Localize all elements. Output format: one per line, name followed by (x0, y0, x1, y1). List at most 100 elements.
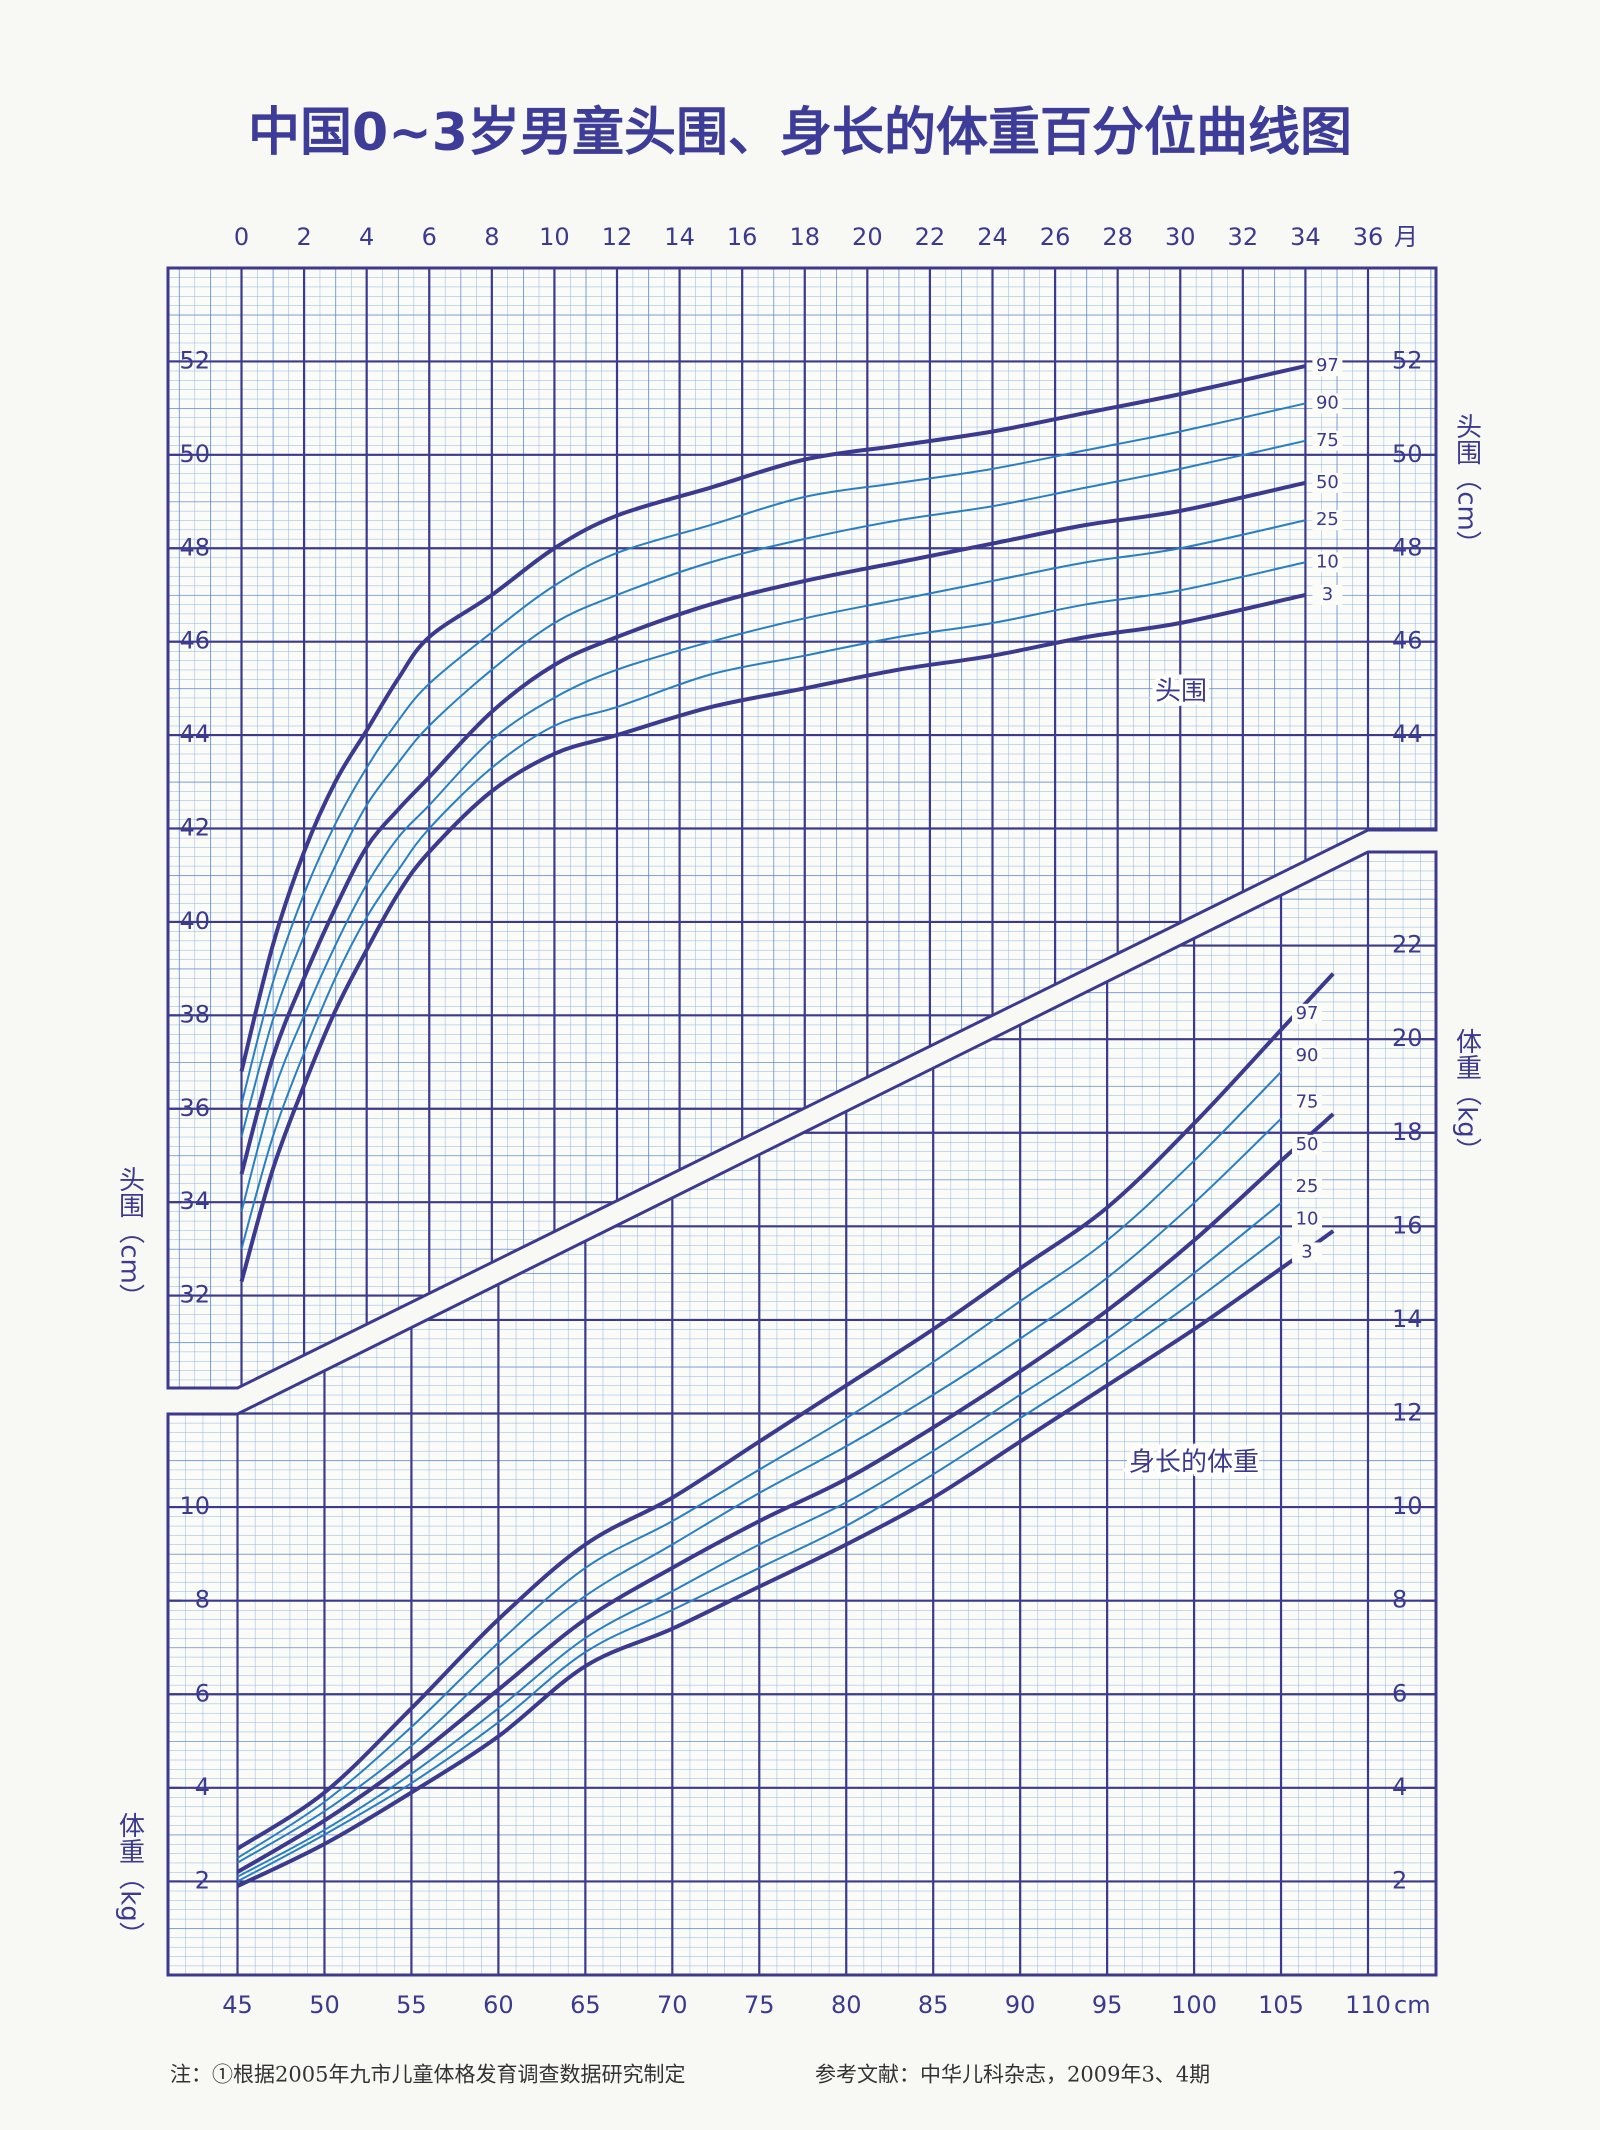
curve-label-bg (1292, 1045, 1323, 1066)
y-tick-label: 40 (179, 907, 210, 935)
chart-frame (166, 850, 1438, 1977)
percentile-curve (237, 1202, 1282, 1878)
chart-frame (166, 266, 1438, 1390)
annotation: 身长的体重 (1129, 1448, 1259, 1478)
y-tick-label: 34 (179, 1187, 210, 1215)
x-tick-label: 6 (422, 223, 437, 251)
y-axis-label: 头围（cm） (115, 1166, 145, 1310)
annotation: 头围 (1155, 677, 1207, 707)
curve-label: 50 (1296, 1134, 1319, 1155)
y-tick-label: 14 (1392, 1305, 1423, 1333)
y-tick-label: 22 (1392, 931, 1423, 959)
curve-label: 97 (1296, 1003, 1319, 1024)
curve-label-bg (1312, 510, 1343, 531)
x-tick-label: 20 (852, 223, 883, 251)
y-tick-label: 46 (1392, 627, 1423, 655)
x-tick-label: 10 (539, 223, 570, 251)
y-tick-label: 42 (179, 814, 210, 842)
y-tick-label: 52 (1392, 346, 1423, 374)
x-tick-label: 32 (1228, 223, 1259, 251)
y-tick-label: 2 (1392, 1866, 1407, 1894)
y-axis-label: 体重（kg） (1452, 1028, 1482, 1164)
y-axis-label: 体重（kg） (115, 1812, 145, 1948)
y-tick-label: 32 (179, 1281, 210, 1309)
reference: 参考文献：中华儿科杂志，2009年3、4期 (815, 2063, 1210, 2087)
y-tick-label: 8 (195, 1586, 210, 1614)
x-tick-label: 105 (1258, 1991, 1304, 2019)
footnote: 注：①根据2005年九市儿童体格发育调查数据研究制定 (170, 2063, 685, 2087)
curve-label-bg (1312, 584, 1343, 605)
y-tick-label: 52 (179, 346, 210, 374)
y-tick-label: 36 (179, 1094, 210, 1122)
y-tick-label: 4 (1392, 1773, 1407, 1801)
x-tick-label: 8 (484, 223, 499, 251)
percentile-curve (236, 972, 1335, 1851)
page-title: 中国0~3岁男童头围、身长的体重百分位曲线图 (248, 103, 1352, 163)
percentile-curve (236, 1112, 1335, 1874)
y-tick-label: 44 (179, 720, 210, 748)
y-tick-label: 50 (179, 440, 210, 468)
curve-label-bg (1292, 1003, 1323, 1024)
x-tick-label: 4 (359, 223, 374, 251)
curve-label-bg (1312, 552, 1343, 573)
x-tick-label: 80 (831, 1991, 862, 2019)
x-tick-label: 28 (1102, 223, 1133, 251)
percentile-curve (237, 1234, 1282, 1883)
curve-label-bg (1292, 1134, 1323, 1155)
x-tick-label: 55 (396, 1991, 427, 2019)
curve-label: 97 (1316, 355, 1339, 376)
percentile-curve (240, 402, 1306, 1105)
percentile-curve (236, 1117, 1282, 1864)
x-tick-label: 100 (1171, 1991, 1217, 2019)
curve-label: 3 (1322, 584, 1333, 605)
curve-label-bg (1292, 1092, 1323, 1113)
x-tick-label: 22 (915, 223, 946, 251)
percentile-curve (240, 439, 1306, 1138)
y-tick-label: 18 (1392, 1118, 1423, 1146)
x-tick-label: 14 (664, 223, 695, 251)
x-tick-label: 70 (657, 1991, 688, 2019)
y-tick-label: 8 (1392, 1586, 1407, 1614)
y-tick-label: 44 (1392, 720, 1423, 748)
x-tick-label: 110 (1345, 1991, 1391, 2019)
x-tick-label: 24 (977, 223, 1008, 251)
y-tick-label: 10 (179, 1492, 210, 1520)
percentile-curve (236, 1229, 1335, 1888)
x-tick-label: 90 (1005, 1991, 1036, 2019)
curve-label-bg (1312, 356, 1343, 377)
percentile-curve (240, 561, 1306, 1250)
x-tick-label: 45 (222, 1991, 253, 2019)
y-tick-label: 12 (1392, 1399, 1423, 1427)
x-tick-label: 60 (483, 1991, 514, 2019)
x-tick-label: 34 (1290, 223, 1321, 251)
percentile-curve (239, 593, 1306, 1283)
curve-label: 50 (1316, 472, 1339, 493)
x-tick-label: 75 (744, 1991, 775, 2019)
curve-label-bg (1292, 1176, 1323, 1197)
y-tick-label: 16 (1392, 1211, 1423, 1239)
x-tick-label: 95 (1092, 1991, 1123, 2019)
y-tick-label: 46 (179, 627, 210, 655)
x-tick-label: 50 (309, 1991, 340, 2019)
y-tick-label: 48 (1392, 533, 1423, 561)
x-tick-label: 2 (296, 223, 311, 251)
curve-label: 25 (1316, 509, 1339, 530)
y-tick-label: 50 (1392, 440, 1423, 468)
plot-area (168, 268, 1436, 1388)
x-axis-unit: 月 (1394, 223, 1418, 251)
percentile-curve (240, 519, 1306, 1212)
x-tick-label: 65 (570, 1991, 601, 2019)
curve-label-bg (1292, 1209, 1323, 1230)
x-tick-label: 85 (918, 1991, 949, 2019)
y-tick-label: 6 (195, 1679, 210, 1707)
y-tick-label: 48 (179, 533, 210, 561)
x-axis-unit: cm (1394, 1991, 1431, 2019)
x-tick-label: 36 (1353, 223, 1384, 251)
curve-label-bg (1312, 430, 1343, 451)
percentile-curve (239, 364, 1306, 1072)
curve-label: 75 (1316, 430, 1339, 451)
percentile-curve (239, 480, 1306, 1175)
y-tick-label: 20 (1392, 1024, 1423, 1052)
curve-label: 3 (1301, 1241, 1312, 1262)
curve-label: 25 (1296, 1176, 1319, 1197)
